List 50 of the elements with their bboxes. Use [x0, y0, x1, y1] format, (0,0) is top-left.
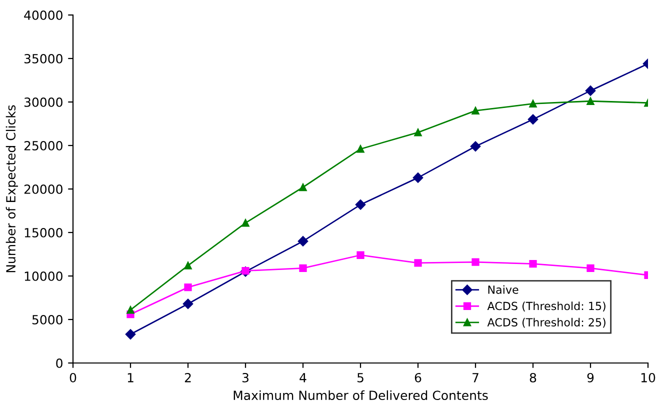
y-tick-label: 35000 — [24, 54, 62, 64]
point — [472, 258, 480, 266]
point — [586, 264, 594, 272]
y-tick-label: 30000 — [24, 97, 62, 107]
x-tick-label: 3 — [242, 372, 248, 382]
y-axis-title: Number of Expected Clicks — [6, 105, 18, 272]
point — [182, 298, 194, 309]
point — [355, 200, 366, 210]
point — [298, 236, 308, 246]
point — [529, 100, 537, 108]
x-tick-label: 2 — [184, 372, 191, 382]
x-tick-label: 9 — [587, 372, 594, 382]
point — [356, 251, 364, 259]
legend-label: Naive — [488, 285, 518, 294]
point — [412, 172, 424, 183]
y-tick-label: 10000 — [24, 271, 62, 281]
point — [470, 141, 481, 152]
y-tick-label: 25000 — [24, 140, 62, 150]
x-tick-label: 6 — [414, 372, 422, 382]
point — [528, 114, 538, 125]
legend-label: ACDS (Threshold: 15) — [487, 302, 606, 312]
point — [529, 260, 537, 268]
point — [242, 266, 250, 275]
point — [414, 128, 422, 136]
point — [126, 306, 134, 314]
y-tick-label: 15000 — [24, 228, 62, 238]
point — [125, 329, 136, 340]
x-tick-label: 7 — [472, 373, 478, 382]
point — [184, 283, 192, 292]
point — [414, 259, 422, 267]
y-tick-label: 40000 — [24, 10, 62, 20]
x-tick-label: 0 — [70, 372, 76, 382]
point — [242, 219, 250, 227]
point — [184, 262, 192, 270]
y-tick-label: 20000 — [24, 184, 62, 194]
x-tick-label: 4 — [300, 373, 306, 382]
x-axis-title: Maximum Number of Delivered Contents — [234, 390, 488, 400]
point — [356, 145, 364, 153]
x-tick-label: 1 — [128, 373, 134, 382]
legend-label: ACDS (Threshold: 25) — [487, 318, 606, 328]
point — [585, 86, 596, 96]
x-tick-label: 10 — [641, 372, 656, 382]
point — [586, 97, 594, 105]
x-tick-label: 8 — [530, 372, 536, 382]
point — [472, 106, 480, 115]
x-tick-label: 5 — [357, 373, 364, 382]
point — [299, 183, 307, 192]
point — [299, 264, 307, 272]
y-tick-label: 0 — [56, 358, 62, 368]
y-tick-label: 5000 — [32, 314, 62, 324]
